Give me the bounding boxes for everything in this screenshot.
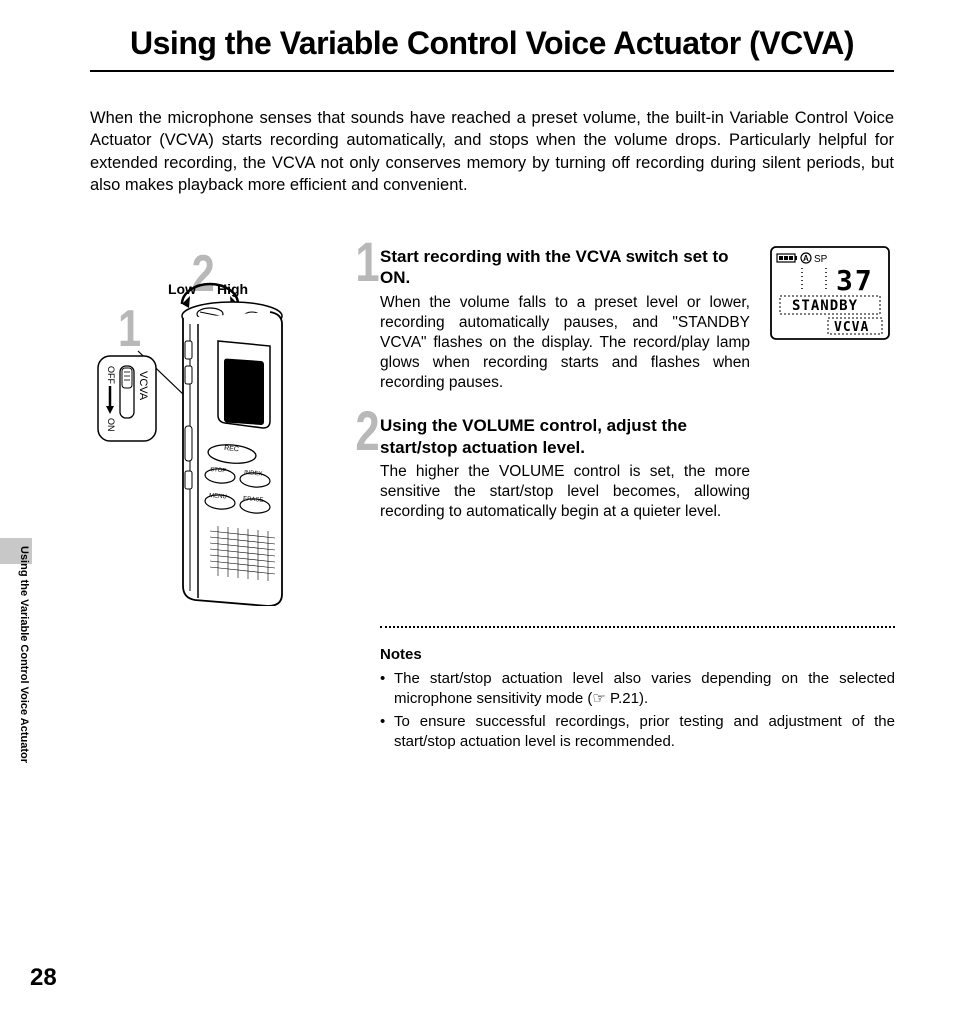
vcva-switch-diagram: VCVA OFF ON: [98, 356, 156, 441]
note-item: The start/stop actuation level also vari…: [380, 669, 895, 708]
recorder-body: REC STOP INDEX MENU ERASE: [182, 302, 282, 606]
device-illustration: 2 Low High 1 VCVA OFF ON: [90, 246, 360, 606]
page-title: Using the Variable Control Voice Actuato…: [0, 0, 954, 70]
notes-section: Notes The start/stop actuation level als…: [380, 646, 895, 755]
step-2-body: The higher the VOLUME control is set, th…: [380, 462, 750, 522]
step-1-number: 1: [355, 234, 379, 290]
note-item: To ensure successful recordings, prior t…: [380, 712, 895, 751]
step-1-body: When the volume falls to a preset level …: [380, 293, 750, 394]
steps-column: 1 Start recording with the VCVA switch s…: [380, 246, 750, 540]
svg-text:VCVA: VCVA: [137, 371, 149, 401]
notes-separator: [380, 626, 895, 628]
svg-text:OFF: OFF: [106, 366, 116, 384]
svg-text:ON: ON: [106, 418, 116, 432]
callout-1: 1: [118, 299, 141, 358]
step-2: 2 Using the VOLUME control, adjust the s…: [380, 415, 750, 522]
high-label: High: [217, 281, 248, 297]
lcd-number: 37: [836, 264, 874, 297]
side-tab: Using the Variable Control Voice Actuato…: [0, 538, 32, 878]
intro-paragraph: When the microphone senses that sounds h…: [0, 72, 954, 196]
svg-text:A: A: [803, 254, 809, 263]
svg-text:REC: REC: [224, 445, 239, 453]
step-1: 1 Start recording with the VCVA switch s…: [380, 246, 750, 393]
step-1-heading: Start recording with the VCVA switch set…: [380, 246, 750, 289]
side-tab-label: Using the Variable Control Voice Actuato…: [18, 546, 30, 763]
svg-text:SP: SP: [814, 254, 828, 265]
lcd-line2: VCVA: [834, 320, 869, 335]
step-2-number: 2: [355, 403, 379, 459]
notes-heading: Notes: [380, 646, 895, 663]
lcd-line1: STANDBY: [792, 298, 858, 314]
lcd-display-figure: A SP 37 STANDBY VCVA: [770, 246, 890, 341]
page-number: 28: [30, 964, 57, 992]
step-2-heading: Using the VOLUME control, adjust the sta…: [380, 415, 750, 458]
